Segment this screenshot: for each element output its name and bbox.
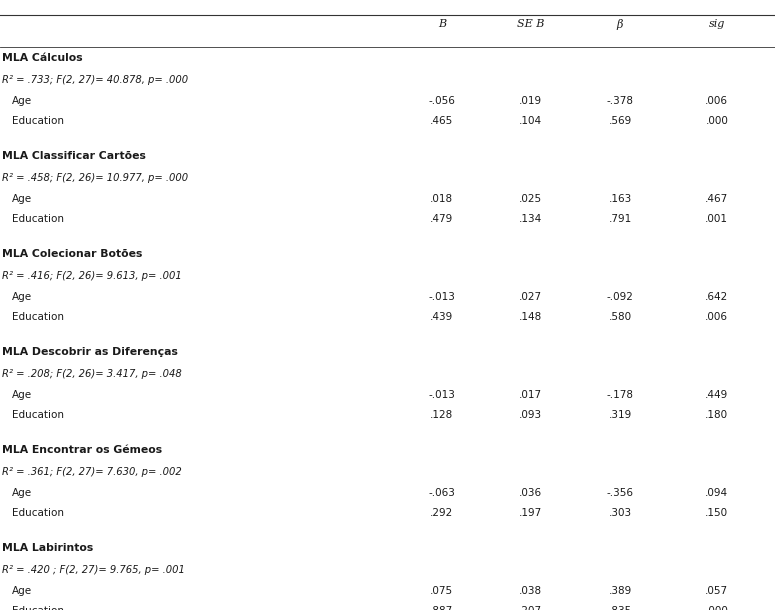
Text: Age: Age: [12, 586, 32, 596]
Text: .467: .467: [705, 194, 728, 204]
Text: .439: .439: [430, 312, 453, 323]
Text: .303: .303: [608, 509, 632, 518]
Text: Education: Education: [12, 215, 64, 224]
Text: .449: .449: [705, 390, 728, 400]
Text: .479: .479: [430, 215, 453, 224]
Text: .036: .036: [519, 488, 542, 498]
Text: .389: .389: [608, 586, 632, 596]
Text: sig: sig: [708, 19, 725, 29]
Text: -.056: -.056: [429, 96, 455, 106]
Text: .207: .207: [519, 606, 542, 610]
Text: .075: .075: [430, 586, 453, 596]
Text: .163: .163: [608, 194, 632, 204]
Text: Education: Education: [12, 509, 64, 518]
Text: R² = .416; F(2, 26)= 9.613, p= .001: R² = .416; F(2, 26)= 9.613, p= .001: [2, 271, 182, 281]
Text: .017: .017: [519, 390, 542, 400]
Text: .887: .887: [430, 606, 453, 610]
Text: .128: .128: [430, 411, 453, 420]
Text: .027: .027: [519, 292, 542, 302]
Text: .319: .319: [608, 411, 632, 420]
Text: Age: Age: [12, 292, 32, 302]
Text: .465: .465: [430, 117, 453, 126]
Text: MLA Descobrir as Diferenças: MLA Descobrir as Diferenças: [2, 347, 178, 357]
Text: Education: Education: [12, 312, 64, 323]
Text: MLA Encontrar os Gémeos: MLA Encontrar os Gémeos: [2, 445, 162, 455]
Text: Age: Age: [12, 488, 32, 498]
Text: R² = .420 ; F(2, 27)= 9.765, p= .001: R² = .420 ; F(2, 27)= 9.765, p= .001: [2, 565, 185, 575]
Text: -.092: -.092: [607, 292, 633, 302]
Text: .094: .094: [705, 488, 728, 498]
Text: .019: .019: [519, 96, 542, 106]
Text: -.356: -.356: [607, 488, 633, 498]
Text: Age: Age: [12, 390, 32, 400]
Text: Education: Education: [12, 411, 64, 420]
Text: MLA Cálculos: MLA Cálculos: [2, 53, 83, 63]
Text: MLA Colecionar Botões: MLA Colecionar Botões: [2, 249, 143, 259]
Text: .006: .006: [705, 312, 728, 323]
Text: .018: .018: [430, 194, 453, 204]
Text: β: β: [617, 19, 623, 30]
Text: .093: .093: [519, 411, 542, 420]
Text: .580: .580: [608, 312, 632, 323]
Text: .791: .791: [608, 215, 632, 224]
Text: .025: .025: [519, 194, 542, 204]
Text: MLA Labirintos: MLA Labirintos: [2, 543, 93, 553]
Text: .150: .150: [705, 509, 728, 518]
Text: Education: Education: [12, 117, 64, 126]
Text: R² = .733; F(2, 27)= 40.878, p= .000: R² = .733; F(2, 27)= 40.878, p= .000: [2, 75, 188, 85]
Text: .006: .006: [705, 96, 728, 106]
Text: Age: Age: [12, 96, 32, 106]
Text: .148: .148: [519, 312, 542, 323]
Text: .835: .835: [608, 606, 632, 610]
Text: -.378: -.378: [607, 96, 633, 106]
Text: -.063: -.063: [429, 488, 455, 498]
Text: .038: .038: [519, 586, 542, 596]
Text: .134: .134: [519, 215, 542, 224]
Text: .197: .197: [519, 509, 542, 518]
Text: .642: .642: [705, 292, 728, 302]
Text: R² = .361; F(2, 27)= 7.630, p= .002: R² = .361; F(2, 27)= 7.630, p= .002: [2, 467, 182, 477]
Text: .569: .569: [608, 117, 632, 126]
Text: .001: .001: [705, 215, 728, 224]
Text: R² = .458; F(2, 26)= 10.977, p= .000: R² = .458; F(2, 26)= 10.977, p= .000: [2, 173, 188, 183]
Text: Education: Education: [12, 606, 64, 610]
Text: SE B: SE B: [517, 19, 545, 29]
Text: .104: .104: [519, 117, 542, 126]
Text: B: B: [438, 19, 446, 29]
Text: -.013: -.013: [429, 390, 455, 400]
Text: -.178: -.178: [607, 390, 633, 400]
Text: Age: Age: [12, 194, 32, 204]
Text: .000: .000: [705, 606, 728, 610]
Text: .180: .180: [705, 411, 728, 420]
Text: R² = .208; F(2, 26)= 3.417, p= .048: R² = .208; F(2, 26)= 3.417, p= .048: [2, 369, 182, 379]
Text: MLA Classificar Cartões: MLA Classificar Cartões: [2, 151, 146, 161]
Text: .292: .292: [430, 509, 453, 518]
Text: .057: .057: [705, 586, 728, 596]
Text: .000: .000: [705, 117, 728, 126]
Text: -.013: -.013: [429, 292, 455, 302]
